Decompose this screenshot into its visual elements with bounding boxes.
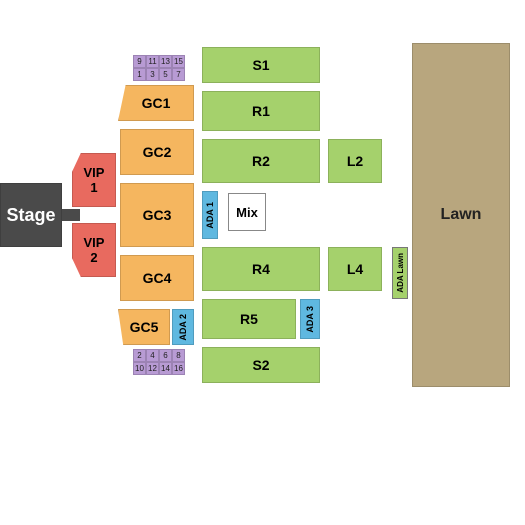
lawn-label: Lawn (441, 206, 482, 224)
stage-walkway (62, 209, 80, 221)
r5[interactable]: R5 (202, 299, 296, 339)
ada-lawn[interactable]: ADA Lawn (392, 247, 408, 299)
l4-label: L4 (347, 261, 363, 277)
r4-label: R4 (252, 261, 270, 277)
ada-2[interactable]: ADA 2 (172, 309, 194, 345)
gc2-label: GC2 (143, 144, 172, 160)
ada-lawn-label: ADA Lawn (396, 253, 405, 293)
mix[interactable]: Mix (228, 193, 266, 231)
vip-1-label: VIP 1 (84, 165, 105, 195)
r5-label: R5 (240, 311, 258, 327)
gc5-label: GC5 (130, 319, 159, 335)
gc5[interactable]: GC5 (118, 309, 170, 345)
seat-num[interactable]: 5 (159, 68, 172, 81)
gc3[interactable]: GC3 (120, 183, 194, 247)
ada-1[interactable]: ADA 1 (202, 191, 218, 239)
seat-num[interactable]: 9 (133, 55, 146, 68)
s2[interactable]: S2 (202, 347, 320, 383)
r2-label: R2 (252, 153, 270, 169)
gc4[interactable]: GC4 (120, 255, 194, 301)
s1-label: S1 (252, 57, 269, 73)
seat-num[interactable]: 10 (133, 362, 146, 375)
seat-num[interactable]: 11 (146, 55, 159, 68)
seat-num[interactable]: 4 (146, 349, 159, 362)
ada-3[interactable]: ADA 3 (300, 299, 320, 339)
l2-label: L2 (347, 153, 363, 169)
r1[interactable]: R1 (202, 91, 320, 131)
r1-label: R1 (252, 103, 270, 119)
seat-num[interactable]: 13 (159, 55, 172, 68)
ada-1-label: ADA 1 (205, 202, 215, 229)
seat-num[interactable]: 8 (172, 349, 185, 362)
gc3-label: GC3 (143, 207, 172, 223)
gc1-label: GC1 (142, 95, 171, 111)
vip-1[interactable]: VIP 1 (72, 153, 116, 207)
seat-num[interactable]: 1 (133, 68, 146, 81)
seat-num[interactable]: 16 (172, 362, 185, 375)
seating-chart: Stage VIP 1 VIP 2 9 11 13 15 1 3 5 7 GC1… (12, 25, 512, 425)
mix-label: Mix (236, 205, 258, 220)
vip-2-label: VIP 2 (84, 235, 105, 265)
gc4-label: GC4 (143, 270, 172, 286)
r4[interactable]: R4 (202, 247, 320, 291)
seat-num[interactable]: 3 (146, 68, 159, 81)
stage-section[interactable]: Stage (0, 183, 62, 247)
seat-num[interactable]: 14 (159, 362, 172, 375)
seat-num[interactable]: 15 (172, 55, 185, 68)
seat-num[interactable]: 12 (146, 362, 159, 375)
seat-num[interactable]: 6 (159, 349, 172, 362)
r2[interactable]: R2 (202, 139, 320, 183)
lawn[interactable]: Lawn (412, 43, 510, 387)
ada-2-label: ADA 2 (178, 314, 188, 341)
gc2[interactable]: GC2 (120, 129, 194, 175)
s1[interactable]: S1 (202, 47, 320, 83)
bottom-numbers: 2 4 6 8 10 12 14 16 (133, 349, 185, 375)
seat-num[interactable]: 7 (172, 68, 185, 81)
top-numbers: 9 11 13 15 1 3 5 7 (133, 55, 185, 81)
l4[interactable]: L4 (328, 247, 382, 291)
ada-3-label: ADA 3 (305, 306, 315, 333)
vip-2[interactable]: VIP 2 (72, 223, 116, 277)
gc1[interactable]: GC1 (118, 85, 194, 121)
stage-label: Stage (6, 205, 55, 226)
l2[interactable]: L2 (328, 139, 382, 183)
s2-label: S2 (252, 357, 269, 373)
seat-num[interactable]: 2 (133, 349, 146, 362)
